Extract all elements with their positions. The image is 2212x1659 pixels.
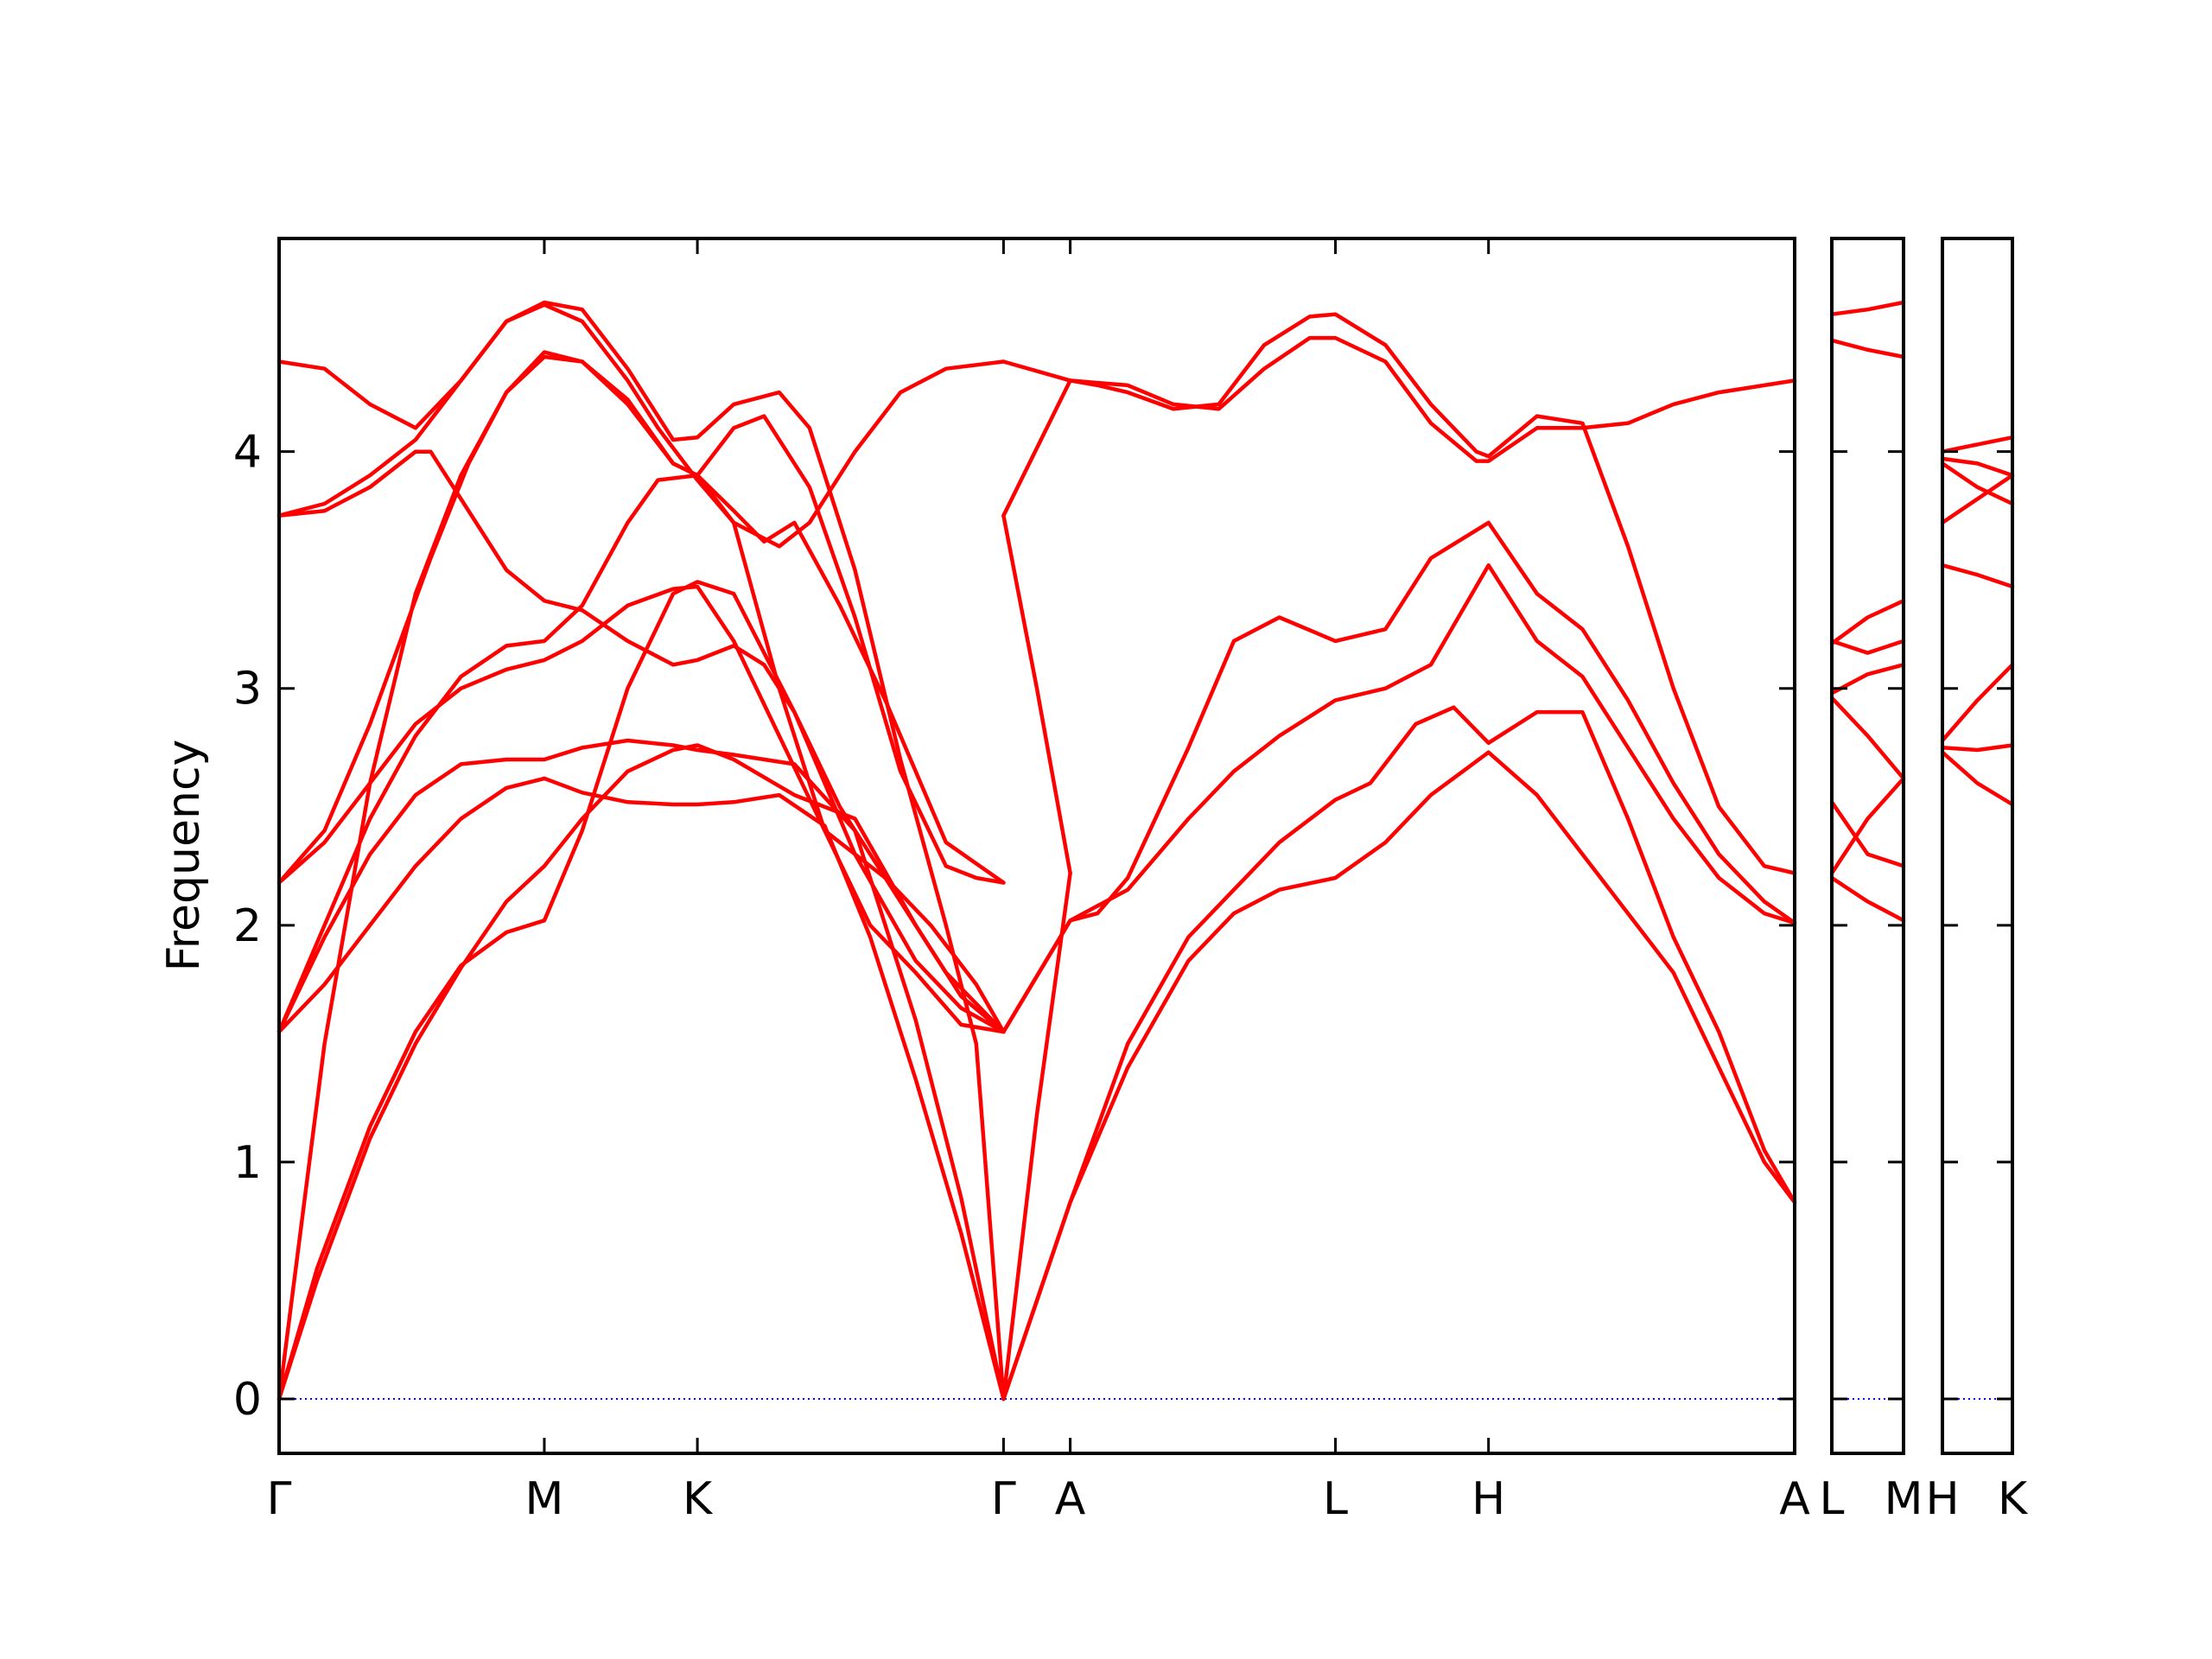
band-line xyxy=(1001,312,1797,875)
x-tick-label: K xyxy=(683,1473,714,1525)
band-line xyxy=(276,302,1006,549)
band-line xyxy=(276,473,1006,1034)
band-line xyxy=(1829,800,1906,868)
band-line xyxy=(1001,520,1797,1034)
band-line xyxy=(1829,875,1906,923)
band-line xyxy=(1829,663,1906,696)
x-tick-label: H xyxy=(1925,1473,1959,1525)
band-line xyxy=(1829,338,1906,359)
plot-frame xyxy=(1830,237,1905,1455)
x-tick-label: M xyxy=(525,1473,564,1525)
y-tick-label: 3 xyxy=(233,664,262,715)
band-line xyxy=(1001,705,1797,1402)
band-line xyxy=(1001,871,1072,1402)
band-line xyxy=(1940,473,2015,525)
band-line xyxy=(1001,335,1797,463)
y-tick-label: 2 xyxy=(233,900,262,952)
x-tick-label: L xyxy=(1323,1473,1348,1525)
y-axis-label: Frequency xyxy=(158,740,210,972)
band-line xyxy=(276,449,1006,1034)
band-line xyxy=(1940,461,2015,506)
x-tick-label: Γ xyxy=(267,1473,292,1525)
band-line xyxy=(1001,513,1072,875)
band-line xyxy=(1829,639,1906,655)
band-line xyxy=(276,743,1006,1402)
x-tick-label: Γ xyxy=(991,1473,1016,1525)
band-line xyxy=(1940,435,2015,454)
x-tick-label: M xyxy=(1885,1473,1923,1525)
band-line xyxy=(1829,300,1906,316)
y-tick-label: 0 xyxy=(233,1374,262,1426)
band-line xyxy=(276,300,1006,1402)
band-line xyxy=(1940,743,2015,753)
band-line xyxy=(1940,750,2015,807)
band-line xyxy=(1940,456,2015,478)
band-line xyxy=(1001,750,1797,1402)
band-line xyxy=(276,738,1006,1402)
band-line xyxy=(276,354,1006,885)
band-line xyxy=(276,584,1006,1034)
band-line xyxy=(276,776,1006,1402)
band-line xyxy=(1829,599,1906,645)
band-line xyxy=(276,350,1006,1402)
x-tick-label: A xyxy=(1779,1473,1810,1525)
y-tick-label: 4 xyxy=(233,427,262,479)
x-tick-label: A xyxy=(1055,1473,1086,1525)
band-line xyxy=(1001,563,1797,1034)
plot-frame xyxy=(1941,237,2014,1455)
band-line xyxy=(1940,663,2015,743)
band-line xyxy=(1940,563,2015,589)
band-line xyxy=(1829,696,1906,781)
y-tick-label: 1 xyxy=(233,1137,262,1189)
x-tick-label: L xyxy=(1820,1473,1845,1525)
plot-frame xyxy=(277,237,1796,1455)
x-tick-label: H xyxy=(1471,1473,1505,1525)
band-line xyxy=(1829,776,1906,875)
x-tick-label: K xyxy=(1998,1473,2029,1525)
